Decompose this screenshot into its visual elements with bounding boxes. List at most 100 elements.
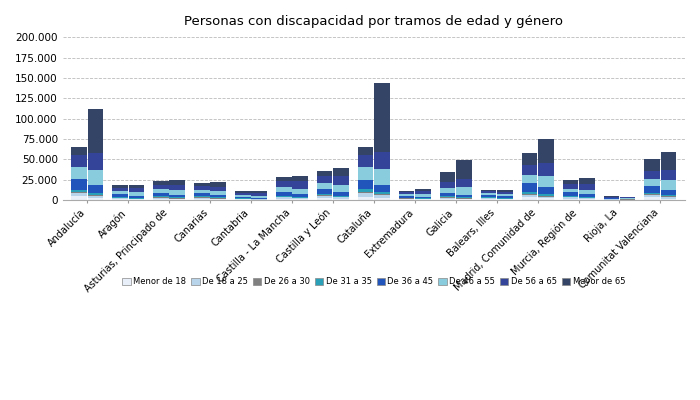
Bar <box>276 198 291 200</box>
Bar <box>153 199 169 200</box>
Bar <box>497 196 512 198</box>
Bar <box>497 194 512 196</box>
Bar <box>153 189 169 193</box>
Bar <box>456 160 472 179</box>
Bar <box>661 198 676 200</box>
Bar <box>251 191 267 193</box>
Bar <box>333 176 349 185</box>
Bar <box>645 171 660 179</box>
Bar <box>415 190 430 191</box>
Bar <box>579 178 594 184</box>
Bar <box>481 199 496 200</box>
Bar <box>71 147 87 155</box>
Bar <box>194 186 209 190</box>
Bar <box>129 188 144 192</box>
Bar <box>88 153 103 170</box>
Bar <box>276 181 291 187</box>
Bar <box>579 199 594 200</box>
Bar <box>563 189 578 192</box>
Bar <box>129 199 144 200</box>
Bar <box>112 198 127 199</box>
Bar <box>358 155 373 167</box>
Bar <box>235 191 251 193</box>
Bar <box>112 197 127 198</box>
Bar <box>71 167 87 179</box>
Bar <box>661 197 676 198</box>
Bar <box>440 188 455 193</box>
Bar <box>538 139 554 163</box>
Bar <box>645 179 660 186</box>
Bar <box>333 197 349 198</box>
Bar <box>71 192 87 193</box>
Bar <box>293 194 308 197</box>
Bar <box>374 194 390 195</box>
Bar <box>456 179 472 187</box>
Bar <box>374 192 390 194</box>
Bar <box>88 185 103 193</box>
Bar <box>481 198 496 199</box>
Bar <box>333 168 349 176</box>
Bar <box>374 152 390 168</box>
Bar <box>317 176 332 184</box>
Bar <box>522 183 537 192</box>
Bar <box>538 176 554 188</box>
Bar <box>153 196 169 197</box>
Bar <box>661 180 676 190</box>
Bar <box>538 188 554 194</box>
Bar <box>153 197 169 198</box>
Bar <box>563 196 578 197</box>
Bar <box>440 193 455 196</box>
Bar <box>481 195 496 197</box>
Legend: Menor de 18, De 18 a 25, De 26 a 30, De 31 a 35, De 36 a 45, De 46 a 55, De 56 a: Menor de 18, De 18 a 25, De 26 a 30, De … <box>119 274 629 290</box>
Bar <box>374 168 390 185</box>
Title: Personas con discapacidad por tramos de edad y género: Personas con discapacidad por tramos de … <box>184 15 564 28</box>
Bar <box>293 182 308 189</box>
Bar <box>211 195 226 197</box>
Bar <box>579 190 594 194</box>
Bar <box>88 196 103 198</box>
Bar <box>317 196 332 198</box>
Bar <box>211 199 226 200</box>
Bar <box>71 196 87 200</box>
Bar <box>88 193 103 195</box>
Bar <box>235 199 251 200</box>
Bar <box>88 198 103 200</box>
Bar <box>645 186 660 193</box>
Bar <box>333 196 349 197</box>
Bar <box>71 155 87 167</box>
Bar <box>317 171 332 176</box>
Bar <box>497 192 512 194</box>
Bar <box>538 163 554 176</box>
Bar <box>194 196 209 197</box>
Bar <box>235 195 251 197</box>
Bar <box>522 194 537 195</box>
Bar <box>497 199 512 200</box>
Bar <box>211 197 226 198</box>
Bar <box>522 175 537 183</box>
Bar <box>538 194 554 196</box>
Bar <box>71 179 87 190</box>
Bar <box>579 194 594 197</box>
Bar <box>399 199 414 200</box>
Bar <box>538 198 554 200</box>
Bar <box>88 109 103 153</box>
Bar <box>169 198 185 199</box>
Bar <box>333 192 349 196</box>
Bar <box>169 190 185 195</box>
Bar <box>415 198 430 199</box>
Bar <box>538 196 554 197</box>
Bar <box>276 192 291 196</box>
Bar <box>661 152 676 170</box>
Bar <box>153 198 169 199</box>
Bar <box>112 194 127 197</box>
Bar <box>88 170 103 185</box>
Bar <box>71 190 87 192</box>
Bar <box>620 197 636 198</box>
Bar <box>579 198 594 199</box>
Bar <box>440 196 455 197</box>
Bar <box>293 189 308 194</box>
Bar <box>169 180 185 184</box>
Bar <box>251 196 267 198</box>
Bar <box>194 198 209 199</box>
Bar <box>358 167 373 180</box>
